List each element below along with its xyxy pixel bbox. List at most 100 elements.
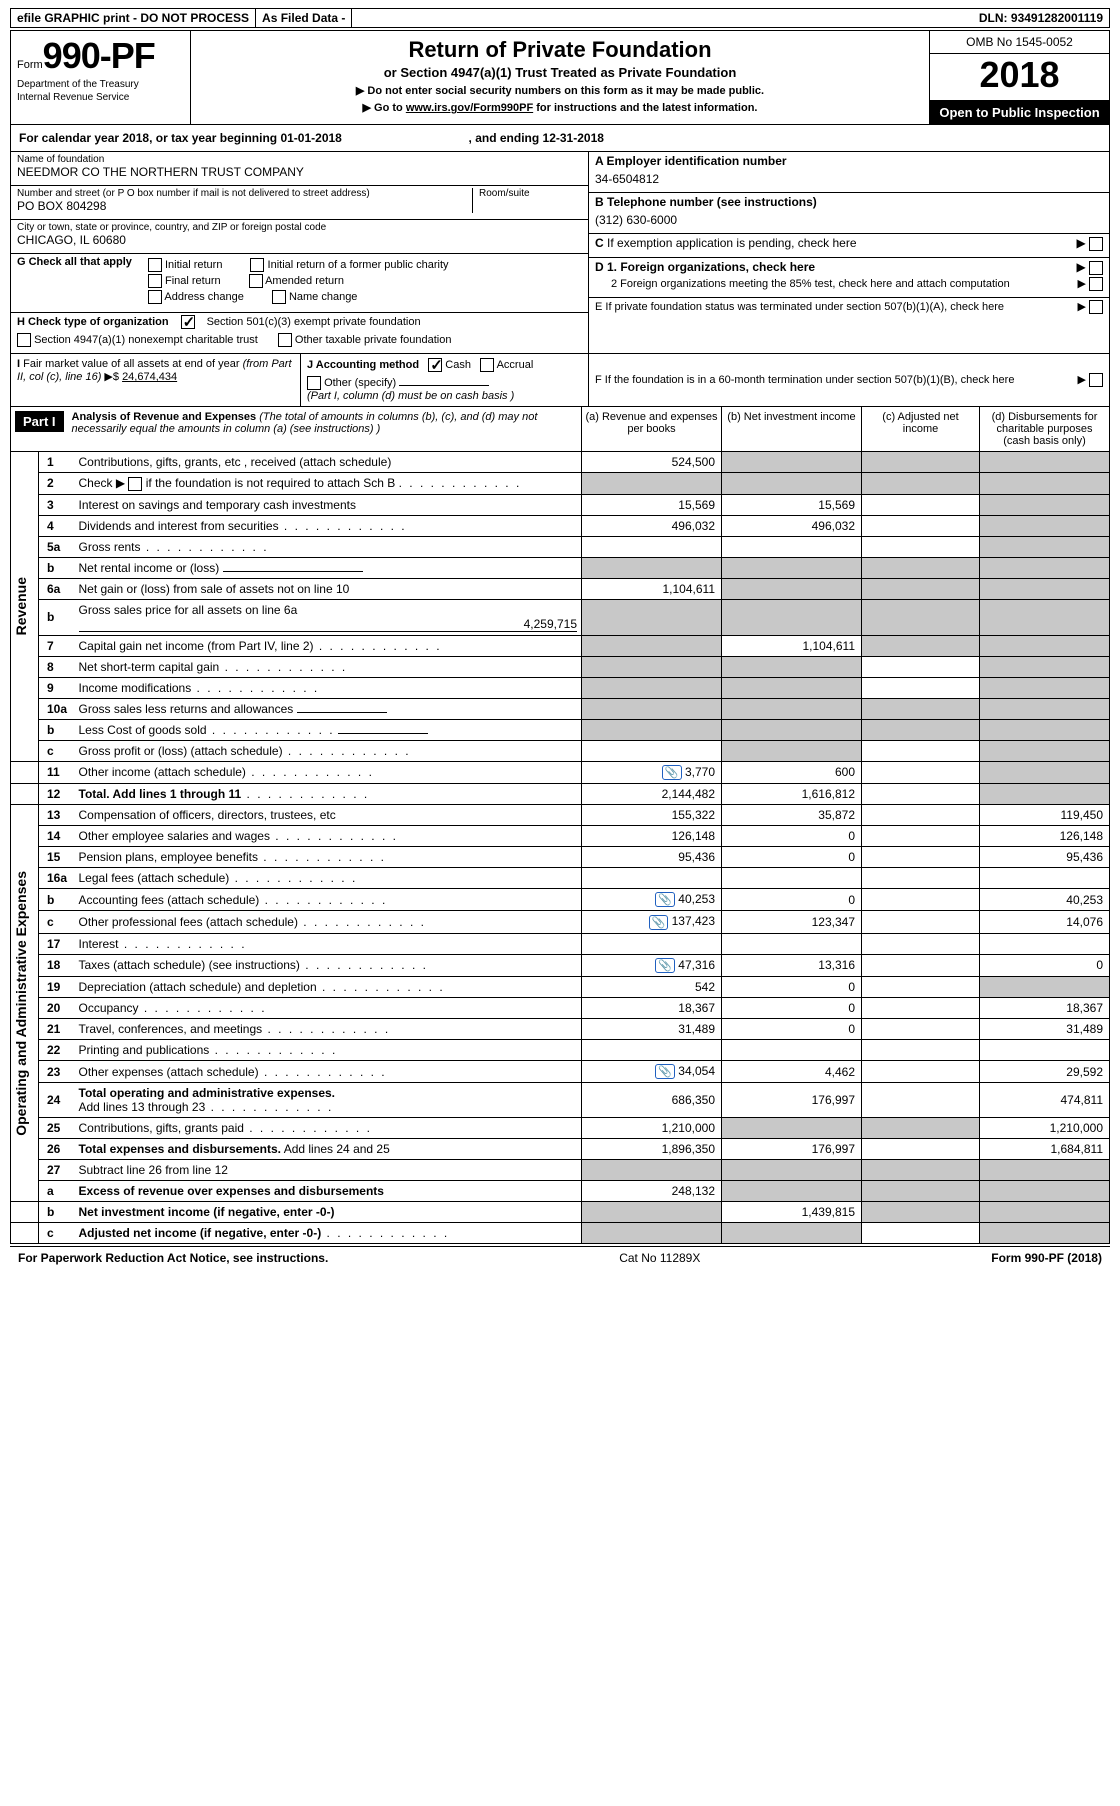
dln-label: DLN:	[979, 11, 1008, 25]
attach-icon[interactable]: 📎	[655, 892, 675, 907]
a-value: 34-6504812	[595, 172, 1103, 186]
city-label: City or town, state or province, country…	[17, 222, 582, 233]
footer-right: Form 990-PF (2018)	[991, 1251, 1102, 1265]
d2-label: 2 Foreign organizations meeting the 85% …	[611, 278, 1010, 290]
e-label: E If private foundation status was termi…	[595, 301, 1004, 313]
efile-notice: efile GRAPHIC print - DO NOT PROCESS	[11, 9, 256, 27]
ij-row: I Fair market value of all assets at end…	[10, 354, 1110, 407]
form-page: efile GRAPHIC print - DO NOT PROCESS As …	[0, 0, 1120, 1277]
ck-schb[interactable]	[128, 477, 142, 491]
revenue-label: Revenue	[11, 571, 31, 641]
i-cell: I Fair market value of all assets at end…	[11, 354, 301, 406]
ck-initial-return[interactable]	[148, 258, 162, 272]
footer-mid: Cat No 11289X	[619, 1251, 700, 1265]
ck-other-method[interactable]	[307, 376, 321, 390]
g-label: G Check all that apply	[17, 256, 132, 306]
ck-cash[interactable]	[428, 358, 442, 372]
open-inspection: Open to Public Inspection	[930, 101, 1109, 124]
part1-tag: Part I	[15, 411, 64, 432]
instr-2b: for instructions and the latest informat…	[533, 102, 757, 114]
ck-final-return[interactable]	[148, 274, 162, 288]
i-value: 24,674,434	[122, 371, 177, 383]
ck-501c3[interactable]	[181, 315, 195, 329]
col-a-head: (a) Revenue and expenses per books	[581, 407, 721, 451]
form-word: Form	[17, 59, 43, 71]
j-label: J Accounting method	[307, 359, 419, 371]
form-number: Form990-PF	[17, 35, 184, 77]
form-subtitle: or Section 4947(a)(1) Trust Treated as P…	[201, 65, 919, 80]
part1-header: Part I Analysis of Revenue and Expenses …	[10, 407, 1110, 452]
page-footer: For Paperwork Reduction Act Notice, see …	[10, 1246, 1110, 1269]
col-c-head: (c) Adjusted net income	[861, 407, 979, 451]
g-cell: G Check all that apply Initial return In…	[11, 254, 588, 313]
ck-name-change[interactable]	[272, 290, 286, 304]
addr-value: PO BOX 804298	[17, 199, 472, 213]
ck-initial-former[interactable]	[250, 258, 264, 272]
ck-other-taxable[interactable]	[278, 333, 292, 347]
ck-f[interactable]	[1089, 373, 1103, 387]
name-label: Name of foundation	[17, 154, 582, 165]
expenses-table: Operating and Administrative Expenses 13…	[10, 805, 1110, 1244]
city-cell: City or town, state or province, country…	[11, 220, 588, 254]
omb-no: OMB No 1545-0052	[930, 31, 1109, 54]
name-cell: Name of foundation NEEDMOR CO THE NORTHE…	[11, 152, 588, 186]
footer-left: For Paperwork Reduction Act Notice, see …	[18, 1251, 328, 1265]
form-header: Form990-PF Department of the Treasury In…	[10, 30, 1110, 125]
ck-amended-return[interactable]	[249, 274, 263, 288]
ck-d2[interactable]	[1089, 277, 1103, 291]
instr-1: ▶ Do not enter social security numbers o…	[201, 84, 919, 97]
header-left: Form990-PF Department of the Treasury In…	[11, 31, 191, 124]
dln-value: 93491282001119	[1011, 11, 1103, 25]
attach-icon[interactable]: 📎	[649, 915, 669, 930]
as-filed-label: As Filed Data -	[256, 9, 352, 27]
instr-2: ▶ Go to www.irs.gov/Form990PF for instru…	[201, 101, 919, 114]
ck-d1[interactable]	[1089, 261, 1103, 275]
name-value: NEEDMOR CO THE NORTHERN TRUST COMPANY	[17, 165, 582, 179]
attach-icon[interactable]: 📎	[655, 1064, 675, 1079]
ck-c[interactable]	[1089, 237, 1103, 251]
d-cell: D 1. Foreign organizations, check here ▶…	[589, 258, 1109, 298]
dept-treasury: Department of the Treasury	[17, 79, 184, 90]
d1-label: D 1. Foreign organizations, check here	[595, 260, 815, 274]
h-opt1: Section 501(c)(3) exempt private foundat…	[207, 316, 421, 328]
header-right: OMB No 1545-0052 2018 Open to Public Ins…	[929, 31, 1109, 124]
attach-icon[interactable]: 📎	[655, 958, 675, 973]
form-no-big: 990-PF	[43, 35, 155, 76]
attach-icon[interactable]: 📎	[662, 765, 682, 780]
c-label: If exemption application is pending, che…	[607, 236, 857, 250]
ck-4947a1[interactable]	[17, 333, 31, 347]
col-b-head: (b) Net investment income	[721, 407, 861, 451]
room-label: Room/suite	[479, 188, 582, 199]
addr-label: Number and street (or P O box number if …	[17, 188, 472, 199]
revenue-table: Revenue 1Contributions, gifts, grants, e…	[10, 452, 1110, 805]
expenses-label: Operating and Administrative Expenses	[11, 865, 31, 1142]
b-cell: B Telephone number (see instructions) (3…	[589, 193, 1109, 234]
cal-b: , and ending	[469, 131, 543, 145]
cal-begin: 01-01-2018	[280, 131, 341, 145]
h-label: H Check type of organization	[17, 316, 169, 328]
a-cell: A Employer identification number 34-6504…	[589, 152, 1109, 193]
calendar-year-row: For calendar year 2018, or tax year begi…	[10, 125, 1110, 152]
instr-link[interactable]: www.irs.gov/Form990PF	[406, 102, 533, 114]
city-value: CHICAGO, IL 60680	[17, 233, 582, 247]
header-mid: Return of Private Foundation or Section …	[191, 31, 929, 124]
j-cell: J Accounting method Cash Accrual Other (…	[301, 354, 589, 406]
ck-accrual[interactable]	[480, 358, 494, 372]
a-label: A Employer identification number	[595, 154, 787, 168]
f-cell: F If the foundation is in a 60-month ter…	[589, 354, 1109, 406]
tax-year: 2018	[930, 54, 1109, 101]
j-note: (Part I, column (d) must be on cash basi…	[307, 390, 582, 402]
id-left: Name of foundation NEEDMOR CO THE NORTHE…	[11, 152, 589, 353]
cal-a: For calendar year 2018, or tax year begi…	[19, 131, 280, 145]
f-label: F If the foundation is in a 60-month ter…	[595, 374, 1014, 386]
ck-e[interactable]	[1089, 300, 1103, 314]
topbar-spacer	[352, 16, 972, 20]
ck-address-change[interactable]	[148, 290, 162, 304]
column-headers: (a) Revenue and expenses per books (b) N…	[581, 407, 1109, 451]
dln: DLN: 93491282001119	[973, 9, 1109, 27]
id-right: A Employer identification number 34-6504…	[589, 152, 1109, 353]
part1-desc: Analysis of Revenue and Expenses (The to…	[64, 407, 581, 451]
e-cell: E If private foundation status was termi…	[589, 298, 1109, 320]
i-arrow: ▶$	[104, 371, 119, 383]
c-cell: C If exemption application is pending, c…	[589, 234, 1109, 258]
